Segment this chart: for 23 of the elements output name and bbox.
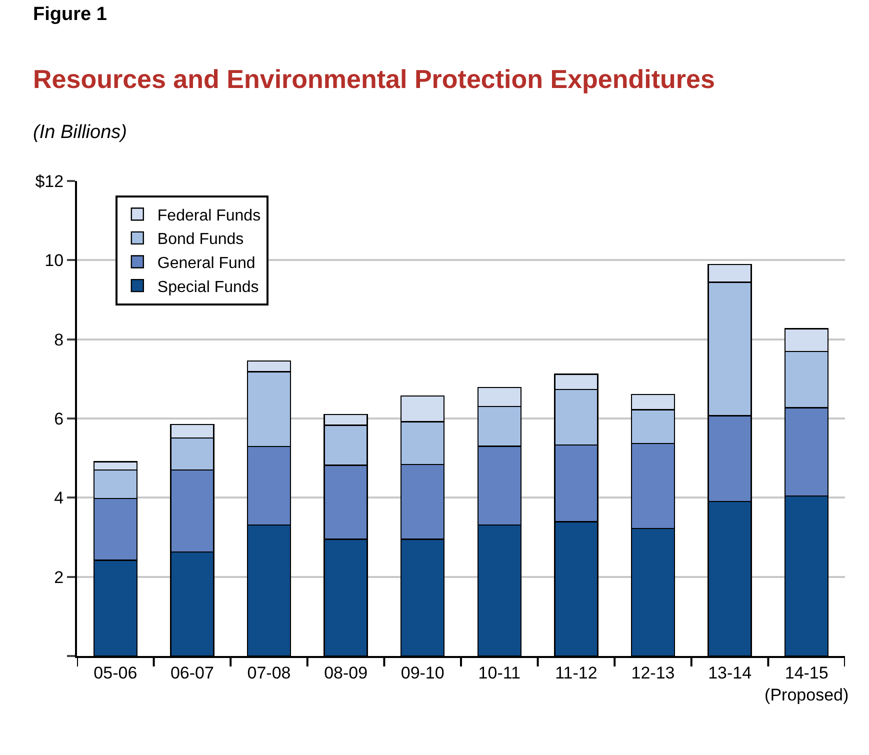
legend-label: Bond Funds (157, 231, 244, 248)
x-tick-label: 09-10 (400, 663, 444, 682)
x-tick-label: 05-06 (94, 663, 138, 682)
x-tick-label: 14-15 (Proposed) (764, 663, 849, 704)
y-tick-label: 6 (54, 409, 64, 428)
x-tick-label: 13-14 (708, 663, 752, 682)
legend-label: Special Funds (157, 278, 259, 296)
x-tick-label: 11-12 (555, 663, 598, 682)
y-tick-label: $12 (35, 172, 64, 191)
y-tick-label: 10 (44, 251, 64, 270)
legend-label: General Fund (157, 254, 256, 272)
y-tick-label: 4 (54, 488, 64, 508)
legend-label: Federal Funds (157, 207, 261, 224)
x-tick-label: 07-08 (247, 663, 291, 682)
y-tick-label: 2 (54, 568, 64, 587)
x-tick-label: 08-09 (324, 663, 368, 682)
x-tick-label: 06-07 (170, 663, 214, 682)
y-axis-title: (In Billions) (33, 122, 127, 143)
y-tick-label: 8 (54, 330, 64, 350)
chart-subtitle: Resources and Environmental Protection Expenditures (33, 64, 715, 94)
x-tick-label: 12-13 (631, 663, 675, 682)
x-tick-label: 10-11 (478, 663, 521, 682)
chart-title: Figure 1 (33, 4, 108, 25)
